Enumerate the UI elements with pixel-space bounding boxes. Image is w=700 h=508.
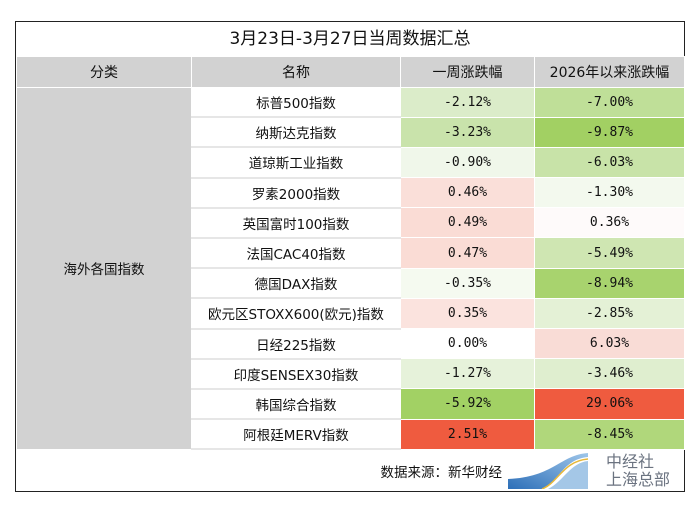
table-row: 罗素2000指数 0.46% -1.30% [17, 177, 685, 209]
ytd-change-cell: -2.85% [534, 297, 685, 330]
header-week-change: 一周涨跌幅 [400, 56, 535, 88]
data-source: 数据来源：新华财经 [380, 465, 503, 481]
category-cell: 海外各国指数 [16, 87, 192, 450]
week-change-cell: -5.92% [400, 388, 535, 420]
summary-table-card: 3月23日-3月27日当周数据汇总 分类 名称 一周涨跌幅 2026年以来涨跌幅… [15, 21, 685, 492]
table-row: 韩国综合指数 -5.92% 29.06% [17, 388, 685, 421]
index-name: 标普500指数 [191, 87, 401, 119]
week-change-cell: -0.90% [400, 146, 535, 179]
logo-line2: 上海总部 [605, 470, 670, 489]
index-name: 印度SENSEX30指数 [191, 358, 401, 390]
table-title: 3月23日-3月27日当周数据汇总 [229, 29, 471, 49]
header-ytd-change: 2026年以来涨跌幅 [534, 56, 685, 88]
week-change-cell: 0.00% [400, 327, 535, 360]
ytd-change-cell: -1.30% [534, 177, 685, 209]
week-change-cell: 0.46% [400, 177, 535, 209]
table-row: 欧元区STOXX600(欧元)指数 0.35% -2.85% [17, 297, 685, 330]
table-row: 日经225指数 0.00% 6.03% [17, 327, 685, 360]
week-change-cell: -3.23% [400, 116, 535, 148]
index-name: 欧元区STOXX600(欧元)指数 [191, 297, 401, 330]
index-name: 韩国综合指数 [191, 388, 401, 421]
week-change-cell: 0.49% [400, 207, 535, 239]
table-row: 法国CAC40指数 0.47% -5.49% [17, 237, 685, 270]
header-row: 分类 名称 一周涨跌幅 2026年以来涨跌幅 [16, 56, 685, 88]
ytd-change-cell: -6.03% [534, 146, 685, 179]
table-row: 德国DAX指数 -0.35% -8.94% [17, 267, 685, 300]
week-change-cell: 2.51% [400, 418, 535, 450]
week-change-cell: -1.27% [400, 358, 535, 390]
table-row: 阿根廷MERV指数 2.51% -8.45% [17, 418, 685, 451]
table-row: 纳斯达克指数 -3.23% -9.87% [17, 116, 685, 149]
header-category: 分类 [16, 56, 192, 88]
week-change-cell: -2.12% [400, 87, 535, 118]
index-name: 德国DAX指数 [191, 267, 401, 300]
ytd-change-cell: 0.36% [534, 207, 685, 239]
table-row: 英国富时100指数 0.49% 0.36% [17, 207, 685, 239]
table-row: 印度SENSEX30指数 -1.27% -3.46% [17, 358, 685, 390]
ytd-change-cell: 6.03% [534, 327, 685, 360]
table-row: 海外各国指数 标普500指数 -2.12% -7.00% [16, 87, 685, 450]
index-name: 英国富时100指数 [191, 207, 401, 239]
index-name: 纳斯达克指数 [191, 116, 401, 149]
week-change-cell: 0.47% [400, 237, 535, 269]
index-name: 阿根廷MERV指数 [191, 418, 401, 451]
ytd-change-cell: -9.87% [534, 116, 685, 148]
data-table: 分类 名称 一周涨跌幅 2026年以来涨跌幅 海外各国指数 标普500指数 -2.1… [16, 56, 685, 451]
ytd-change-cell: -8.45% [534, 418, 685, 450]
ytd-change-cell: -5.49% [534, 237, 685, 269]
index-name: 道琼斯工业指数 [191, 146, 401, 179]
ytd-change-cell: -7.00% [534, 87, 685, 118]
logo-swoosh-icon [508, 453, 589, 490]
week-change-cell: -0.35% [400, 267, 535, 299]
footer: 数据来源：新华财经 中经社 上海总部 [16, 450, 684, 491]
index-name: 法国CAC40指数 [191, 237, 401, 270]
week-change-cell: 0.35% [400, 297, 535, 330]
logo-line1: 中经社 [605, 452, 654, 471]
index-name: 罗素2000指数 [191, 177, 401, 209]
ytd-change-cell: -8.94% [534, 267, 685, 299]
table-row: 道琼斯工业指数 -0.90% -6.03% [17, 146, 685, 179]
header-name: 名称 [191, 56, 401, 88]
logo: 中经社 上海总部 [508, 452, 678, 490]
ytd-change-cell: -3.46% [534, 358, 685, 390]
ytd-change-cell: 29.06% [534, 388, 685, 420]
index-name: 日经225指数 [191, 327, 401, 360]
